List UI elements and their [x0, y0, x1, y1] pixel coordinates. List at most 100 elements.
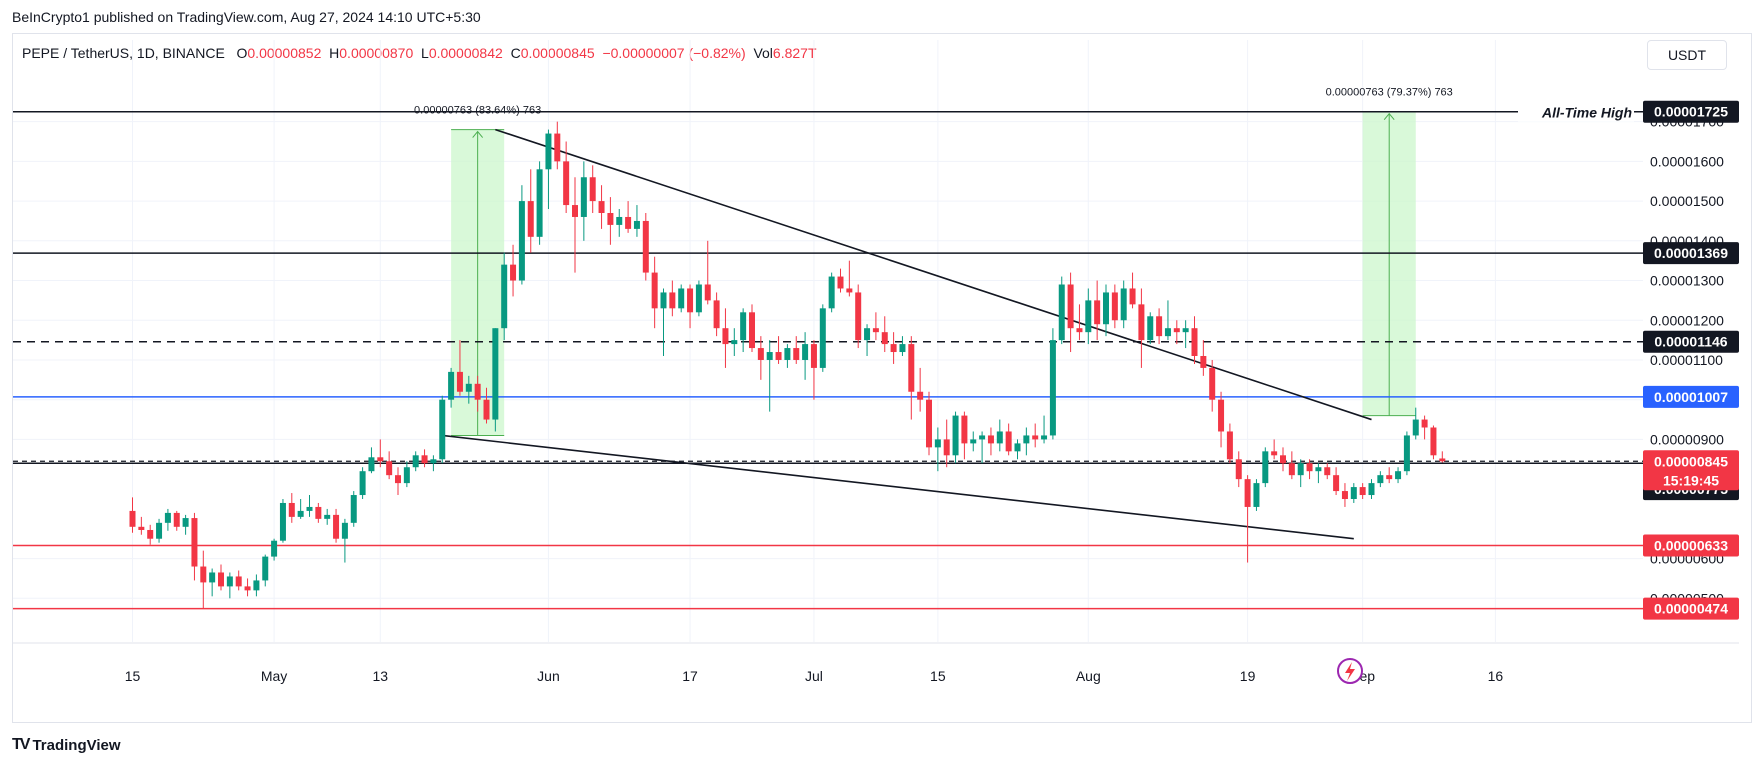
candle [1173, 320, 1180, 345]
price-tag-0: 0.00001725 [1654, 104, 1728, 120]
price-tag-1: 0.00001369 [1654, 245, 1728, 261]
candle [660, 288, 667, 356]
candle-body [996, 431, 1003, 444]
candle [1218, 391, 1225, 448]
candle [987, 427, 994, 456]
candle [448, 367, 455, 408]
candle-body [828, 276, 835, 309]
candle [642, 213, 649, 281]
close-label: C [510, 45, 521, 61]
candle [1297, 459, 1304, 488]
candle [492, 328, 499, 432]
candle [961, 411, 968, 460]
currency-button[interactable]: USDT [1647, 40, 1727, 70]
candle-body [1111, 292, 1118, 321]
candle [235, 570, 242, 591]
candle-body [138, 526, 145, 530]
candle [943, 419, 950, 468]
candle-body [1297, 463, 1304, 476]
candle-body [191, 518, 198, 567]
candle [687, 284, 694, 329]
price-tag-5-bg [1643, 534, 1739, 557]
candle-body [1386, 475, 1393, 480]
candle [1209, 359, 1216, 412]
candle-body [518, 201, 525, 281]
candle [456, 340, 463, 396]
candle-body [341, 522, 348, 539]
candle [1032, 423, 1039, 448]
candle-body [510, 264, 517, 281]
candle-body [1058, 284, 1065, 341]
candle-body [306, 506, 313, 511]
candle [722, 308, 729, 368]
candle [1164, 300, 1171, 341]
candle [377, 439, 384, 468]
candle [510, 244, 517, 297]
candle-body [527, 201, 534, 237]
x-tick-label: 15 [125, 668, 141, 684]
candle [934, 427, 941, 472]
candle-body [1209, 367, 1216, 400]
candle [324, 508, 331, 525]
candle [1306, 459, 1313, 480]
close-value: 0.00000845 [520, 45, 595, 61]
candle [1226, 423, 1233, 464]
candle-body [235, 576, 242, 587]
candle [306, 495, 313, 517]
candle-body [1076, 328, 1083, 333]
candle-body [766, 352, 773, 360]
candle [297, 499, 304, 519]
candle [607, 197, 614, 245]
candle-body [324, 514, 331, 519]
candle-body [1147, 316, 1154, 341]
candle-body [536, 169, 543, 237]
symbol-name[interactable]: PEPE / TetherUS, 1D, BINANCE [22, 45, 225, 61]
x-tick-label: 17 [682, 668, 698, 684]
candle-body [598, 201, 605, 213]
candle [625, 201, 632, 233]
candle-body [1359, 487, 1366, 496]
candle-body [943, 439, 950, 456]
candle-body [1085, 300, 1092, 333]
candle-body [1023, 435, 1030, 444]
candle [846, 260, 853, 297]
candle-body [917, 391, 924, 400]
candle-body [713, 300, 720, 329]
candle [757, 336, 764, 380]
candle-body [129, 510, 136, 527]
candle [1005, 423, 1012, 456]
tradingview-logo[interactable]: TV TradingView [12, 736, 121, 754]
candle-body [749, 312, 755, 349]
open-label: O [236, 45, 248, 61]
x-tick-label: Jun [537, 668, 560, 684]
candle [262, 554, 269, 587]
candle [899, 336, 906, 356]
candle-body [1377, 475, 1384, 484]
trendline-lower [442, 434, 1354, 540]
candle-body [279, 502, 286, 541]
candle [1076, 304, 1083, 341]
candle-body [1412, 419, 1419, 436]
candle [890, 332, 897, 364]
candle [775, 336, 782, 364]
candle-body [483, 399, 490, 420]
candle [1120, 280, 1127, 329]
candle [1280, 447, 1286, 472]
candle [218, 564, 224, 591]
candle-body [218, 572, 224, 587]
candle [881, 316, 888, 353]
candle-body [952, 415, 959, 456]
candle-body [474, 383, 481, 400]
candle-body [1120, 288, 1127, 321]
candle [589, 165, 596, 213]
candle-body [1244, 479, 1251, 507]
candle [917, 367, 924, 412]
candle-body [1315, 467, 1322, 472]
candle [527, 169, 534, 253]
volume-value: 6.827T [772, 45, 817, 61]
candle-body [1164, 328, 1171, 337]
candle [731, 328, 738, 356]
candle [1014, 439, 1021, 460]
candle-body [1191, 328, 1198, 356]
